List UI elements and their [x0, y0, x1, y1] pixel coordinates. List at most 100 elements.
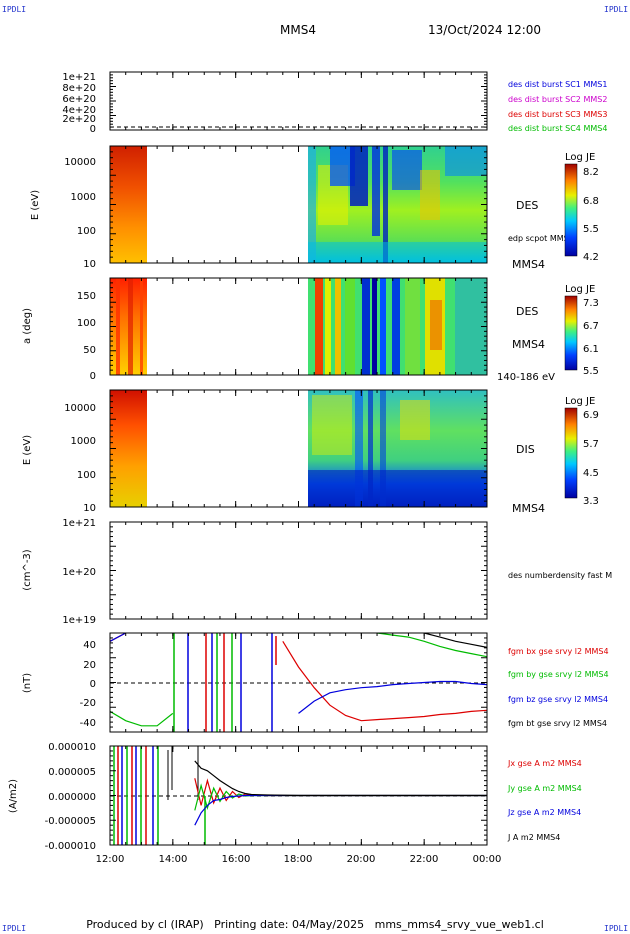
panel-dis-energy: 10000 1000 100 10 E (eV) DIS MMS4 Log JE… [22, 389, 599, 515]
figure-title: MMS4 [280, 23, 316, 37]
series-line-2 [110, 633, 126, 642]
ytick-label: 1000 [71, 192, 96, 203]
ytick-label: 4e+20 [62, 105, 96, 116]
xtick-label: 18:00 [284, 854, 313, 865]
dis-energy-spectrogram [110, 390, 487, 507]
colorbar [564, 163, 578, 257]
overlay-label: edp scpot MMS4 [508, 234, 574, 243]
ytick-label: 100 [77, 226, 96, 237]
ytick-label: -40 [80, 718, 96, 729]
y-axis-label: (A/m2) [8, 779, 19, 813]
legend-jx: Jx gse A m2 MMS4 [507, 759, 582, 768]
legend-mms1: des dist burst SC1 MMS1 [508, 80, 607, 89]
footer-credit: Produced by cl (IRAP) Printing date: 04/… [86, 918, 544, 931]
ytick-label: 1e+21 [62, 72, 96, 83]
colorbar [564, 295, 578, 371]
series-line-3 [424, 633, 487, 648]
legend-mms2: des dist burst SC2 MMS2 [508, 95, 607, 104]
colorbar-tick: 6.1 [583, 344, 599, 355]
panel-frame [109, 521, 488, 620]
series-line-1 [110, 710, 174, 727]
ytick-label: 100 [77, 470, 96, 481]
series-line-3 [194, 760, 487, 797]
ytick-label: 40 [83, 640, 96, 651]
ytick-label: 50 [83, 345, 96, 356]
y-axis-label: E (eV) [22, 435, 33, 465]
xtick-label: 20:00 [347, 854, 376, 865]
colorbar-tick: 5.5 [583, 366, 599, 377]
current-spikes [113, 746, 206, 845]
colorbar-tick: 5.5 [583, 224, 599, 235]
colorbar-tick: 6.7 [583, 321, 599, 332]
des-energy-spectrogram [110, 146, 487, 263]
panel-dist-burst: 1e+21 8e+20 6e+20 4e+20 2e+20 0 des dist… [62, 71, 607, 135]
fgm-series-group [110, 633, 487, 727]
ytick-label: 0.000000 [48, 792, 96, 803]
legend-by: fgm by gse srvy l2 MMS4 [508, 670, 609, 679]
legend-bx: fgm bx gse srvy l2 MMS4 [508, 647, 609, 656]
x-axis-labels: 12:00 14:00 16:00 18:00 20:00 22:00 00:0… [96, 854, 502, 865]
colorbar-tick: 4.5 [583, 468, 599, 479]
colorbar-tick: 3.3 [583, 496, 599, 507]
legend-jz: Jz gse A m2 MMS4 [507, 808, 581, 817]
legend-j: J A m2 MMS4 [507, 833, 560, 842]
ytick-label: 2e+20 [62, 114, 96, 125]
y-axis-label: (cm^-3) [22, 549, 33, 590]
ytick-label: 10000 [64, 157, 96, 168]
panel-label-dis: DIS [516, 443, 535, 456]
panel-fgm: 40 20 0 -20 -40 (nT) fgm bx gse srvy l2 … [22, 632, 609, 733]
colorbar [564, 407, 578, 499]
colorbar-tick: 6.8 [583, 196, 599, 207]
y-axis-label: (nT) [22, 673, 33, 693]
colorbar-tick: 4.2 [583, 252, 599, 263]
axis-ticks [109, 72, 488, 845]
ytick-label: 0.000005 [48, 767, 96, 778]
panel-label-mms4: MMS4 [512, 258, 545, 271]
ytick-label: 1000 [71, 436, 96, 447]
ytick-label: 100 [77, 318, 96, 329]
panel-des-pitch: 150 100 50 0 a (deg) DES MMS4 140-186 eV… [22, 277, 599, 383]
ytick-label: 20 [83, 660, 96, 671]
des-pitch-spectrogram [110, 278, 487, 375]
ytick-label: 6e+20 [62, 94, 96, 105]
corner-label-top-left: IPDLI [2, 5, 27, 14]
ytick-label: 10 [83, 503, 96, 514]
panel-current: 0.000010 0.000005 0.000000 -0.000005 -0.… [8, 742, 582, 852]
y-axis-label: E (eV) [30, 190, 41, 220]
current-series-group [194, 760, 487, 826]
series-line-2 [194, 794, 487, 826]
legend-bz: fgm bz gse srvy l2 MMS4 [508, 695, 608, 704]
colorbar-tick: 7.3 [583, 298, 599, 309]
legend-density: des numberdensity fast M [508, 571, 612, 580]
xtick-label: 22:00 [410, 854, 439, 865]
panel-label-mms4: MMS4 [512, 502, 545, 515]
xtick-label: 12:00 [96, 854, 125, 865]
fgm-spikes [173, 633, 277, 732]
panel-label-des: DES [516, 199, 538, 212]
colorbar-tick: 6.9 [583, 410, 599, 421]
ytick-label: 1e+20 [62, 567, 96, 578]
ytick-label: 10000 [64, 403, 96, 414]
ytick-label: 8e+20 [62, 83, 96, 94]
xtick-label: 16:00 [222, 854, 251, 865]
series-line-0 [282, 640, 487, 722]
ytick-label: -0.000010 [45, 841, 96, 852]
panel-label-mms4: MMS4 [512, 338, 545, 351]
colorbar-tick: 8.2 [583, 167, 599, 178]
ytick-label: 150 [77, 291, 96, 302]
panel-frame [109, 71, 488, 131]
y-axis-label: a (deg) [22, 308, 33, 344]
corner-label-bottom-right: IPDLI [604, 924, 629, 933]
ytick-label: 0 [90, 124, 96, 135]
ytick-label: -0.000005 [45, 816, 96, 827]
corner-label-bottom-left: IPDLI [2, 924, 27, 933]
energy-range-label: 140-186 eV [497, 372, 555, 383]
corner-label-top-right: IPDLI [604, 5, 629, 14]
legend-mms3: des dist burst SC3 MMS3 [508, 110, 607, 119]
figure-date: 13/Oct/2024 12:00 [428, 23, 542, 37]
colorbar-tick: 5.7 [583, 439, 599, 450]
colorbar-title: Log JE [565, 396, 595, 407]
ytick-label: 10 [83, 259, 96, 270]
panel-label-des: DES [516, 305, 538, 318]
